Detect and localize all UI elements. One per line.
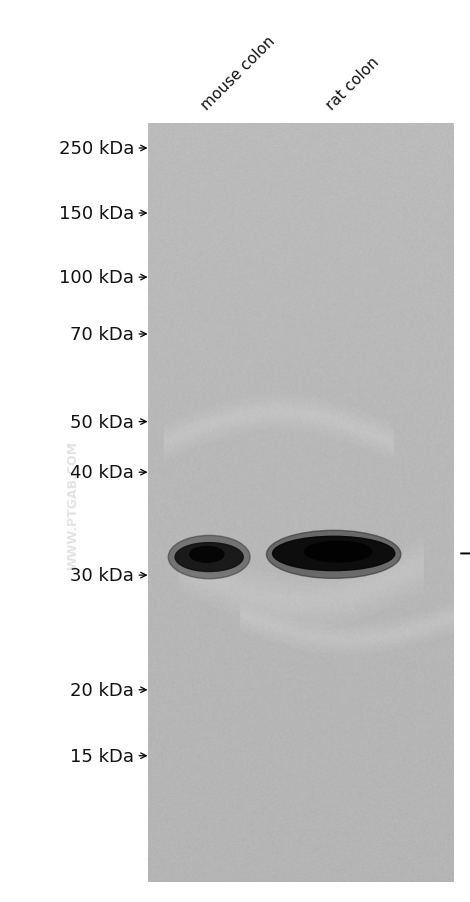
Text: 150 kDa: 150 kDa xyxy=(59,205,134,223)
Ellipse shape xyxy=(266,530,401,579)
Text: 30 kDa: 30 kDa xyxy=(70,566,134,584)
Text: 50 kDa: 50 kDa xyxy=(70,413,134,431)
Text: WWW.PTGAB.COM: WWW.PTGAB.COM xyxy=(66,441,79,569)
Ellipse shape xyxy=(190,547,224,563)
Text: 100 kDa: 100 kDa xyxy=(59,269,134,287)
Text: mouse colon: mouse colon xyxy=(198,33,278,113)
Text: 40 kDa: 40 kDa xyxy=(70,464,134,482)
Ellipse shape xyxy=(168,536,250,579)
Ellipse shape xyxy=(273,537,395,571)
Ellipse shape xyxy=(175,543,243,572)
Text: rat colon: rat colon xyxy=(323,54,382,113)
Ellipse shape xyxy=(305,542,372,562)
Text: 20 kDa: 20 kDa xyxy=(70,681,134,699)
Text: 70 kDa: 70 kDa xyxy=(70,326,134,344)
Text: 15 kDa: 15 kDa xyxy=(70,747,134,765)
Text: 250 kDa: 250 kDa xyxy=(59,140,134,158)
